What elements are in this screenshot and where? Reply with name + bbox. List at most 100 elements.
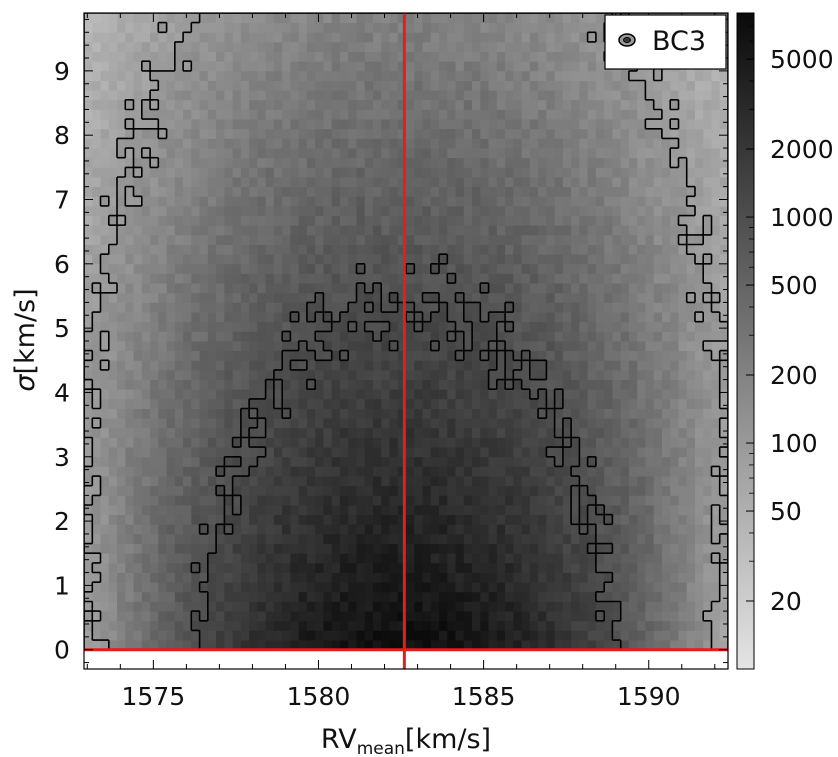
heatmap-cell: [249, 225, 258, 236]
heatmap-cell: [670, 524, 679, 535]
heatmap-cell: [191, 215, 200, 226]
heatmap-cell: [117, 495, 126, 506]
heatmap-cell: [488, 456, 498, 467]
heatmap-cell: [306, 99, 316, 110]
heatmap-cell: [232, 591, 242, 602]
heatmap-cell: [158, 640, 167, 651]
heatmap-cell: [637, 148, 646, 159]
heatmap-cell: [216, 321, 225, 332]
heatmap-cell: [430, 524, 440, 535]
heatmap-cell: [422, 341, 432, 352]
heatmap-cell: [158, 167, 167, 178]
heatmap-cell: [711, 292, 721, 303]
heatmap-cell: [529, 476, 539, 487]
heatmap-cell: [348, 389, 357, 400]
heatmap-cell: [158, 215, 167, 226]
heatmap-cell: [356, 360, 366, 371]
heatmap-cell: [257, 524, 267, 535]
heatmap-cell: [472, 543, 481, 554]
heatmap-cell: [331, 273, 341, 284]
heatmap-cell: [529, 80, 539, 91]
heatmap-cell: [529, 379, 539, 390]
heatmap-cell: [480, 119, 489, 130]
heatmap-cell: [389, 553, 399, 564]
heatmap-cell: [356, 244, 366, 255]
heatmap-cell: [653, 263, 663, 274]
heatmap-cell: [389, 225, 399, 236]
heatmap-cell: [529, 283, 539, 294]
heatmap-cell: [554, 341, 564, 352]
heatmap-cell: [150, 321, 159, 332]
heatmap-cell: [290, 186, 300, 197]
heatmap-cell: [183, 620, 192, 631]
heatmap-cell: [199, 321, 209, 332]
heatmap-cell: [315, 466, 324, 477]
heatmap-cell: [183, 485, 192, 496]
heatmap-cell: [521, 466, 531, 477]
heatmap-cell: [628, 640, 638, 651]
heatmap-cell: [92, 360, 101, 371]
heatmap-cell: [694, 321, 704, 332]
heatmap-cell: [108, 543, 118, 554]
heatmap-cell: [505, 447, 514, 458]
heatmap-cell: [546, 61, 556, 72]
heatmap-cell: [298, 80, 308, 91]
heatmap-cell: [282, 205, 291, 216]
heatmap-cell: [84, 148, 93, 159]
heatmap-cell: [546, 128, 556, 139]
heatmap-cell: [703, 466, 712, 477]
heatmap-cell: [141, 32, 151, 43]
heatmap-cell: [381, 369, 390, 380]
heatmap-cell: [348, 456, 357, 467]
heatmap-cell: [240, 514, 250, 525]
heatmap-cell: [257, 582, 267, 593]
heatmap-cell: [546, 273, 556, 284]
heatmap-cell: [191, 157, 200, 168]
heatmap-cell: [306, 263, 316, 274]
heatmap-cell: [117, 157, 126, 168]
heatmap-cell: [348, 466, 357, 477]
heatmap-cell: [191, 148, 200, 159]
heatmap-cell: [488, 148, 498, 159]
heatmap-cell: [645, 331, 655, 342]
heatmap-cell: [100, 427, 110, 438]
heatmap-cell: [100, 109, 110, 120]
heatmap-cell: [653, 447, 663, 458]
heatmap-cell: [628, 408, 638, 419]
heatmap-cell: [488, 369, 498, 380]
heatmap-cell: [496, 591, 506, 602]
heatmap-cell: [232, 128, 242, 139]
heatmap-cell: [207, 341, 217, 352]
heatmap-cell: [571, 360, 580, 371]
heatmap-cell: [562, 80, 572, 91]
heatmap-cell: [183, 640, 192, 651]
heatmap-cell: [125, 341, 134, 352]
heatmap-cell: [216, 80, 225, 91]
heatmap-cell: [422, 273, 432, 284]
heatmap-cell: [496, 601, 506, 612]
heatmap-cell: [488, 582, 498, 593]
heatmap-cell: [571, 90, 580, 101]
heatmap-cell: [645, 205, 655, 216]
heatmap-cell: [422, 321, 432, 332]
heatmap-cell: [703, 341, 712, 352]
heatmap-cell: [150, 601, 159, 612]
heatmap-cell: [232, 341, 242, 352]
heatmap-cell: [240, 234, 250, 245]
heatmap-cell: [240, 186, 250, 197]
heatmap-cell: [694, 418, 704, 429]
heatmap-cell: [339, 283, 349, 294]
heatmap-cell: [513, 611, 522, 622]
heatmap-cell: [414, 533, 423, 544]
heatmap-cell: [529, 447, 539, 458]
heatmap-cell: [587, 32, 597, 43]
heatmap-cell: [315, 476, 324, 487]
heatmap-cell: [257, 99, 267, 110]
heatmap-cell: [472, 611, 481, 622]
heatmap-cell: [273, 495, 283, 506]
heatmap-cell: [125, 41, 134, 52]
heatmap-cell: [505, 225, 514, 236]
heatmap-cell: [694, 70, 704, 81]
heatmap-cell: [414, 177, 423, 188]
heatmap-cell: [694, 312, 704, 323]
